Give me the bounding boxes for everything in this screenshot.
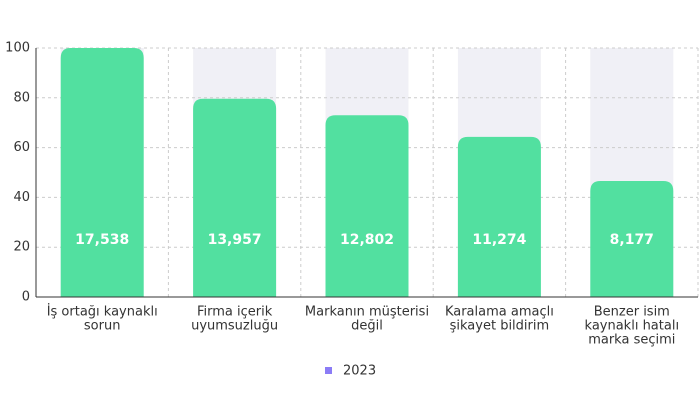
- y-tick-label: 0: [22, 290, 30, 305]
- bar: [193, 98, 277, 298]
- x-tick-label: marka seçimi: [588, 333, 675, 348]
- x-tick-label: değil: [351, 319, 383, 334]
- x-tick-label: sorun: [84, 319, 121, 334]
- x-tick-label: Karalama amaçlı: [445, 305, 554, 320]
- bar: [590, 180, 674, 297]
- y-tick-label: 100: [5, 41, 30, 56]
- x-tick-label: şikayet bildirim: [450, 319, 550, 334]
- value-label: 17,538: [75, 232, 129, 248]
- x-tick-label: uyumsuzluğu: [191, 319, 278, 334]
- legend-label: 2023: [343, 364, 376, 379]
- value-label: 11,274: [472, 232, 526, 248]
- bar: [457, 136, 541, 297]
- x-tick-label: Firma içerik: [197, 305, 273, 320]
- x-tick-label: İş ortağı kaynaklı: [47, 304, 158, 320]
- x-tick-label: kaynaklı hatalı: [585, 319, 680, 334]
- x-tick-label: Markanın müşterisi: [305, 305, 429, 320]
- y-tick-label: 20: [13, 240, 30, 255]
- bar: [325, 115, 409, 297]
- value-label: 12,802: [340, 232, 394, 248]
- bar: [60, 48, 144, 297]
- legend-swatch: [325, 367, 332, 374]
- y-tick-label: 60: [13, 140, 30, 155]
- y-tick-label: 80: [13, 90, 30, 105]
- value-label: 8,177: [610, 232, 654, 248]
- value-label: 13,957: [208, 232, 262, 248]
- y-tick-label: 40: [13, 190, 30, 205]
- x-tick-label: Benzer isim: [594, 305, 670, 320]
